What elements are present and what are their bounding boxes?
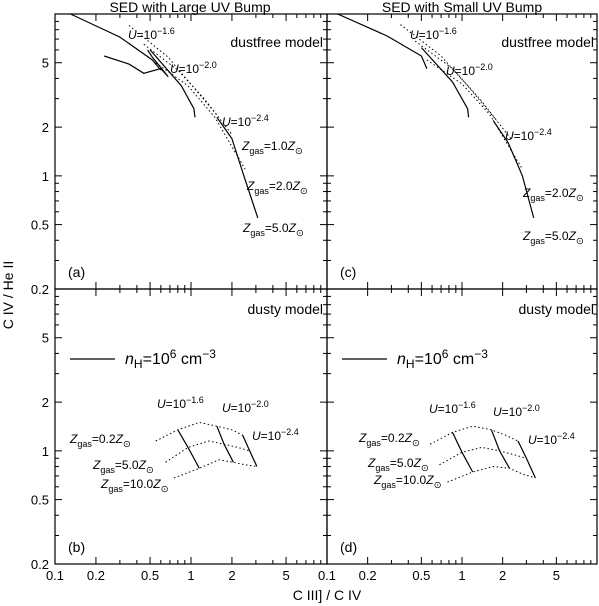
- x-tick-label: 5: [553, 568, 560, 583]
- series-z-2-0: [414, 40, 512, 139]
- annotation-z2: Zgas=2.0Z⊙: [522, 186, 584, 204]
- series-u-10-2-0: [490, 429, 511, 469]
- x-tick-label: 2: [499, 568, 506, 583]
- x-tick-label: 1: [187, 568, 194, 583]
- panel-label: (c): [340, 264, 356, 280]
- y-tick-label: 1: [42, 169, 49, 184]
- annotation-u1: U=10−1.6: [410, 26, 457, 42]
- annotation-z2: Zgas=5.0Z⊙: [92, 458, 154, 476]
- annotation-z1: Zgas=0.2Z⊙: [69, 432, 131, 450]
- series-u-10-1-6-lower-loop: [104, 49, 169, 78]
- series-z-0-2: [155, 421, 243, 442]
- annotation-z3: Zgas=5.0Z⊙: [242, 221, 304, 239]
- series-z-5-0: [439, 446, 527, 466]
- annotation-z2: Zgas=2.0Z⊙: [246, 179, 308, 197]
- series-u-10-1-6: [451, 432, 474, 473]
- annotation-u1: U=10−1.6: [157, 395, 204, 411]
- annotation-z1: Zgas=0.2Z⊙: [358, 431, 420, 449]
- annotation-u2: U=10−2.0: [446, 62, 493, 78]
- x-tick-label: 0.1: [318, 568, 336, 583]
- x-tick-label: 0.1: [46, 568, 64, 583]
- annotation-z3: Zgas=5.0Z⊙: [522, 229, 584, 247]
- series-z-5-0: [165, 440, 250, 463]
- panel-label: (a): [68, 264, 85, 280]
- series-u-10-2-4: [242, 434, 258, 467]
- series-u-10-1-6: [70, 13, 162, 71]
- series-u-10-1-6: [337, 13, 428, 69]
- plot-frame: [326, 288, 598, 565]
- series-z-10-0: [173, 459, 257, 479]
- annotation-u2: U=10−2.0: [493, 403, 540, 419]
- annotation-z3: Zgas=10.0Z⊙: [373, 473, 442, 491]
- y-tick-label: 0.5: [31, 493, 49, 508]
- series-z-2-0: [143, 43, 233, 135]
- y-tick-label: 1: [42, 444, 49, 459]
- y-axis-label: C IV / He II: [0, 261, 16, 329]
- y-tick-label: 2: [42, 120, 49, 135]
- title-left: SED with Large UV Bump: [109, 0, 270, 15]
- y-tick-label: 0.2: [31, 557, 49, 572]
- series-z-10-0: [447, 465, 536, 483]
- panel-label: (b): [68, 539, 85, 555]
- annotation-u1: U=10−1.6: [429, 400, 476, 416]
- y-tick-label: 0.5: [31, 218, 49, 233]
- panel-d: 0.1 0.2 0.5 1 2 5 (d) dusty model nH=106 cm−3 U=1…: [318, 288, 598, 583]
- density-label: nH=106 cm−3: [125, 347, 216, 371]
- series-z-0-2: [429, 425, 519, 445]
- series-z-5-0: [426, 59, 523, 170]
- plot-frame: [326, 13, 598, 290]
- annotation-u3: U=10−2.4: [528, 431, 575, 447]
- annotation-z1: Zgas=1.0Z⊙: [241, 139, 303, 157]
- annotation-u3: U=10−2.4: [505, 127, 552, 143]
- annotation-u1: U=10−1.6: [128, 26, 175, 42]
- x-tick-label: 5: [282, 568, 289, 583]
- series-u-10-2-4: [216, 116, 259, 219]
- panel-a: 0.2 0.5 1 2 5 (a) dustfree model U=10−1.6 U=10−2…: [31, 13, 328, 297]
- model-label: dusty model: [248, 301, 323, 317]
- density-label: nH=106 cm−3: [397, 347, 488, 371]
- title-right: SED with Small UV Bump: [382, 0, 542, 15]
- y-tick-label: 0.2: [31, 282, 49, 297]
- x-tick-label: 1: [458, 568, 465, 583]
- annotation-u2: U=10−2.0: [222, 399, 269, 415]
- series-u-10-2-0: [420, 47, 470, 118]
- annotation-u3: U=10−2.4: [222, 113, 269, 129]
- panel-c: (c) dustfree model U=10−1.6 U=10−2.0 U=10−2.…: [326, 13, 598, 290]
- series-u-10-2-0: [149, 49, 196, 118]
- model-label: dusty model: [519, 301, 594, 317]
- y-tick-label: 5: [42, 56, 49, 71]
- x-tick-label: 0.2: [359, 568, 377, 583]
- annotation-u3: U=10−2.4: [252, 427, 299, 443]
- x-tick-label: 2: [228, 568, 235, 583]
- x-tick-label: 0.2: [87, 568, 105, 583]
- x-axis-label: C III] / C IV: [293, 587, 362, 603]
- model-label: dustfree model: [501, 34, 594, 50]
- annotation-z3: Zgas=10.0Z⊙: [100, 477, 169, 495]
- series-u-10-2-4: [492, 120, 535, 219]
- annotation-u2: U=10−2.0: [170, 60, 217, 76]
- y-tick-label: 5: [42, 331, 49, 346]
- model-label: dustfree model: [230, 34, 323, 50]
- series-u-10-1-6: [177, 429, 200, 469]
- x-tick-label: 0.5: [141, 568, 159, 583]
- annotation-z2: Zgas=5.0Z⊙: [367, 456, 429, 474]
- panel-label: (d): [340, 539, 357, 555]
- y-tick-label: 2: [42, 395, 49, 410]
- series-z-1-0: [128, 25, 220, 118]
- x-tick-label: 0.5: [412, 568, 430, 583]
- series-z-5-0: [155, 62, 246, 170]
